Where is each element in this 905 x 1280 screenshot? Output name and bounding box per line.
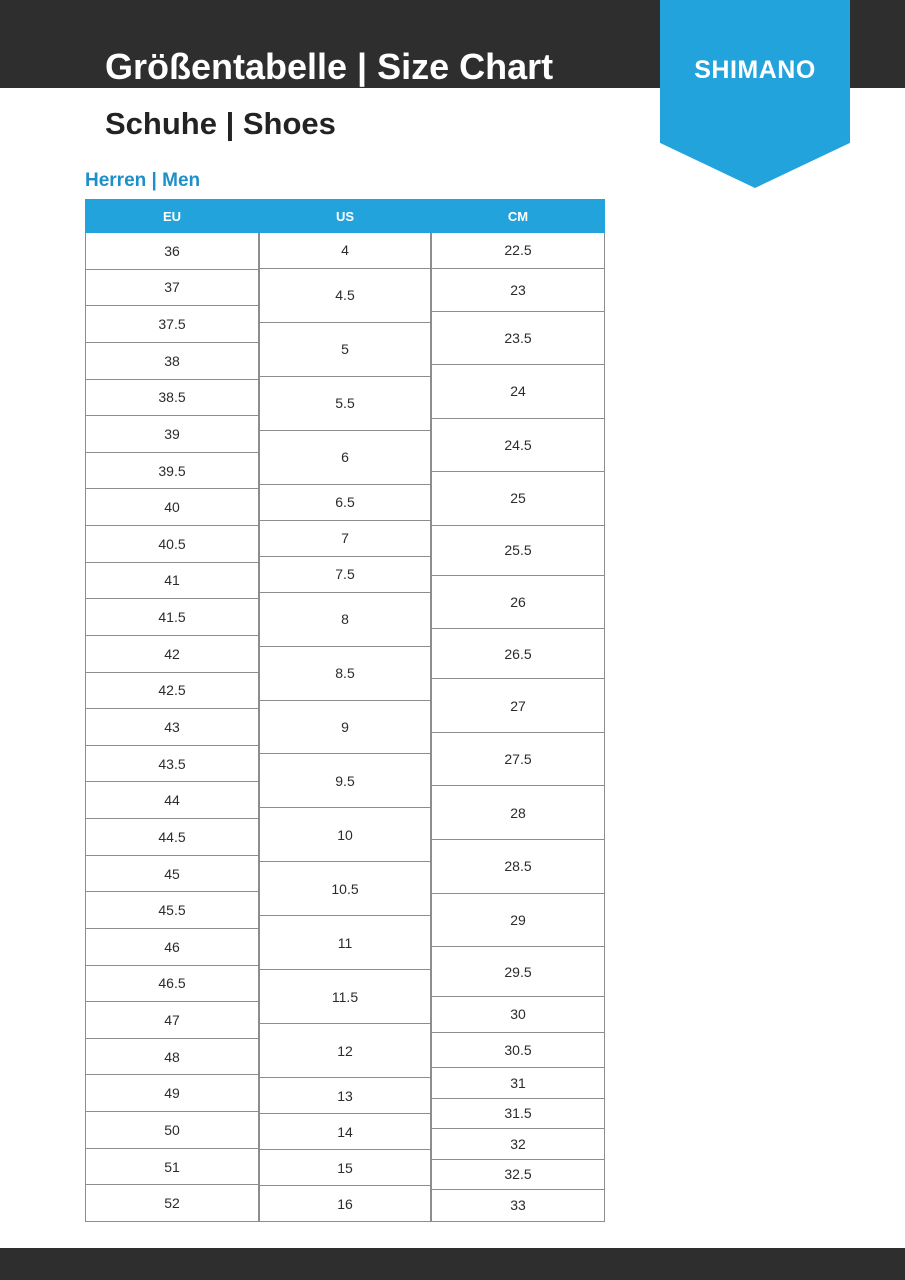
page-title: Größentabelle | Size Chart	[105, 46, 554, 87]
table-cell-eu: 37.5	[85, 306, 259, 343]
table-cell-cm: 32	[431, 1129, 605, 1160]
table-cell-cm: 28	[431, 786, 605, 840]
table-cell-cm: 23	[431, 268, 605, 312]
table-cell-us: 4	[259, 233, 431, 269]
table-cell-cm: 22.5	[431, 233, 605, 269]
table-cell-cm: 24	[431, 365, 605, 419]
size-chart-table: EU 36 37 37.5 38 38.5 39 39.5 40 40.5 41 41.5 42 42.…	[85, 199, 605, 1222]
table-cell-cm: 29.5	[431, 947, 605, 998]
table-cell-us: 8	[259, 592, 431, 647]
table-cell-cm: 30.5	[431, 1032, 605, 1069]
table-cell-eu: 50	[85, 1112, 259, 1149]
table-cell-eu: 46.5	[85, 965, 259, 1003]
table-cell-eu: 42	[85, 635, 259, 673]
table-cell-us: 11	[259, 916, 431, 971]
table-cell-cm: 23.5	[431, 311, 605, 366]
table-cell-cm: 33	[431, 1189, 605, 1222]
table-cell-us: 8.5	[259, 646, 431, 701]
table-cell-eu: 37	[85, 269, 259, 307]
table-cell-us: 10.5	[259, 862, 431, 917]
shimano-logo: SHIMANO	[660, 0, 850, 188]
table-cell-us: 10	[259, 808, 431, 863]
column-us: US 4 4.5 5 5.5 6 6.5 7 7.5 8 8.5 9 9.5 10 10.5 11 11.5 1…	[259, 199, 431, 1222]
table-cell-eu: 51	[85, 1148, 259, 1186]
table-cell-cm: 32.5	[431, 1159, 605, 1190]
table-cell-us: 6.5	[259, 484, 431, 521]
bottom-dark-bar	[0, 1248, 905, 1280]
column-header-eu: EU	[85, 199, 259, 233]
table-cell-us: 5	[259, 322, 431, 377]
table-cell-eu: 40	[85, 489, 259, 527]
table-cell-eu: 49	[85, 1075, 259, 1113]
table-cell-eu: 45.5	[85, 892, 259, 929]
table-cell-cm: 29	[431, 893, 605, 948]
table-cell-cm: 24.5	[431, 418, 605, 473]
table-cell-cm: 26.5	[431, 629, 605, 680]
table-cell-eu: 41.5	[85, 599, 259, 636]
table-cell-eu: 43.5	[85, 745, 259, 783]
table-cell-cm: 31.5	[431, 1098, 605, 1130]
column-header-us: US	[259, 199, 431, 233]
column-header-cm: CM	[431, 199, 605, 233]
table-cell-us: 7.5	[259, 556, 431, 593]
table-cell-cm: 26	[431, 575, 605, 630]
table-cell-cm: 28.5	[431, 839, 605, 894]
table-cell-us: 6	[259, 430, 431, 485]
section-label-men: Herren | Men	[85, 170, 201, 191]
shimano-logo-text: SHIMANO	[694, 56, 816, 84]
table-cell-us: 14	[259, 1114, 431, 1151]
table-cell-eu: 41	[85, 562, 259, 600]
table-cell-cm: 31	[431, 1068, 605, 1099]
table-cell-us: 5.5	[259, 376, 431, 431]
table-cell-eu: 46	[85, 928, 259, 966]
table-cell-cm: 27.5	[431, 732, 605, 787]
table-cell-eu: 42.5	[85, 672, 259, 710]
table-cell-us: 15	[259, 1150, 431, 1187]
table-cell-us: 13	[259, 1078, 431, 1115]
table-cell-eu: 52	[85, 1185, 259, 1222]
table-cell-eu: 43	[85, 709, 259, 746]
table-cell-eu: 38	[85, 342, 259, 380]
table-cell-eu: 39.5	[85, 452, 259, 490]
table-cell-us: 9.5	[259, 754, 431, 809]
table-cell-eu: 44	[85, 782, 259, 820]
table-cell-cm: 30	[431, 997, 605, 1033]
table-cell-us: 11.5	[259, 970, 431, 1025]
table-cell-eu: 44.5	[85, 819, 259, 856]
table-cell-us: 7	[259, 520, 431, 557]
table-cell-cm: 25.5	[431, 525, 605, 576]
table-cell-eu: 45	[85, 855, 259, 893]
table-cell-us: 9	[259, 700, 431, 755]
table-cell-eu: 48	[85, 1038, 259, 1076]
table-cell-us: 16	[259, 1186, 431, 1222]
page-subtitle: Schuhe | Shoes	[105, 106, 336, 141]
table-cell-us: 4.5	[259, 268, 431, 323]
table-cell-eu: 47	[85, 1002, 259, 1039]
title-banner: Größentabelle | Size Chart	[0, 0, 660, 88]
table-cell-eu: 40.5	[85, 526, 259, 563]
table-cell-eu: 36	[85, 233, 259, 270]
table-cell-us: 12	[259, 1024, 431, 1079]
column-cm: CM 22.5 23 23.5 24 24.5 25 25.5 26 26.5 27 27.5 28 2…	[431, 199, 605, 1222]
table-cell-eu: 39	[85, 416, 259, 453]
column-eu: EU 36 37 37.5 38 38.5 39 39.5 40 40.5 41 41.5 42 42.…	[85, 199, 259, 1222]
table-cell-cm: 27	[431, 679, 605, 733]
table-cell-eu: 38.5	[85, 379, 259, 417]
table-cell-cm: 25	[431, 472, 605, 526]
